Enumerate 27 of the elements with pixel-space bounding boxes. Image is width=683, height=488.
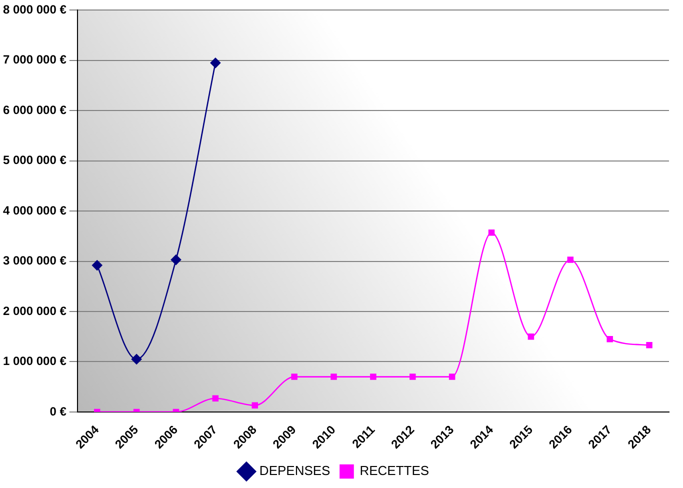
y-tick-label: 5 000 000 €: [2, 153, 67, 168]
point: [330, 374, 337, 380]
y-tick-label: 8 000 000 €: [2, 2, 67, 17]
point: [488, 230, 495, 236]
y-tick-label: 2 000 000 €: [2, 304, 67, 318]
point: [92, 260, 102, 270]
point: [252, 402, 258, 409]
point: [212, 395, 219, 402]
legend-label: RECETTES: [360, 463, 430, 478]
y-tick-label: 4 000 000 €: [2, 203, 67, 218]
point: [370, 374, 376, 380]
legend-label: DEPENSES: [259, 463, 331, 478]
point: [646, 342, 652, 348]
y-tick-label: 3 000 000 €: [2, 254, 67, 268]
point: [170, 254, 182, 265]
point: [606, 336, 613, 342]
point: [528, 333, 534, 340]
y-tick-label: 0 €: [50, 404, 67, 418]
point: [131, 354, 142, 364]
y-tick-label: 1 000 000 €: [2, 354, 67, 368]
y-tick-label: 7 000 000 €: [2, 52, 67, 67]
point: [291, 374, 298, 380]
point: [448, 374, 456, 380]
y-tick-label: 6 000 000 €: [2, 102, 67, 117]
point: [410, 374, 416, 380]
point: [567, 256, 574, 263]
point: [210, 58, 221, 68]
